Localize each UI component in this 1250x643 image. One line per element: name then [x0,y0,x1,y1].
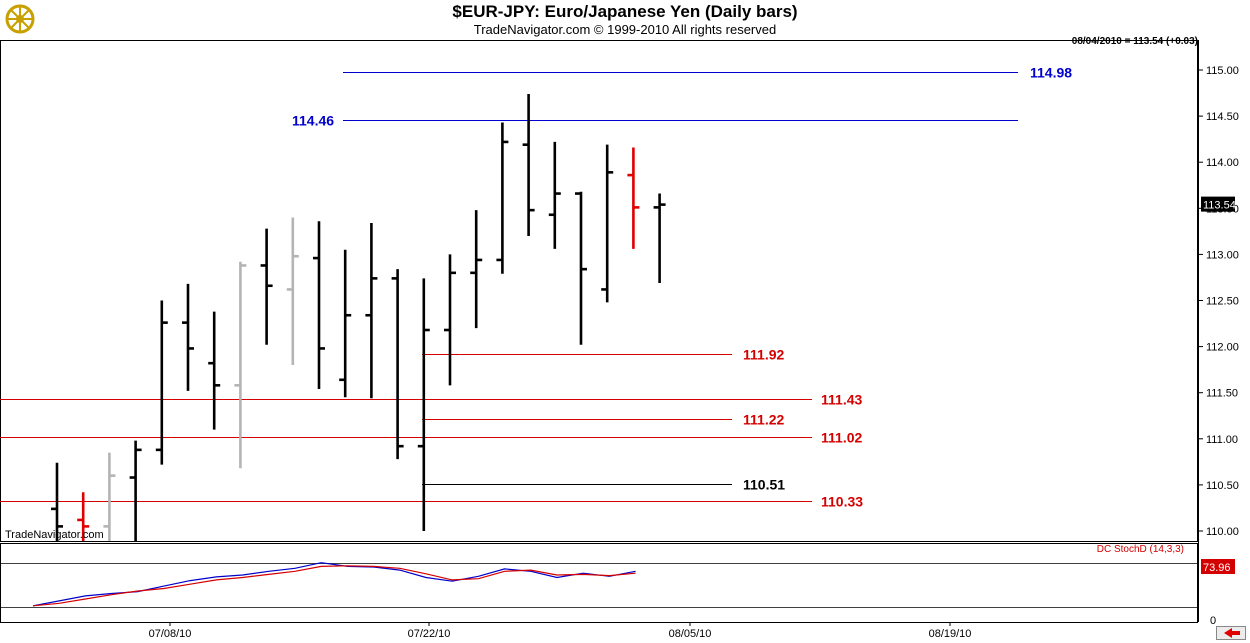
indicator-label: DC StochD (14,3,3) [1096,544,1184,555]
watermark: TradeNavigator.com [5,529,104,541]
price-bar [653,193,666,283]
y-tick-label: 115.00 [1206,65,1239,77]
y-tick-label: 112.00 [1206,342,1239,354]
price-bar [208,311,221,430]
y-tick-label: 114.00 [1206,157,1239,169]
last-price-box [1201,196,1235,212]
price-panel-border [0,40,1198,542]
price-bar [470,210,483,329]
price-bar [260,228,273,345]
y-tick-label: 111.50 [1206,388,1238,400]
last-price-label: 113.54 [1203,200,1236,212]
price-bar [496,122,509,274]
last-quote: 08/04/2010 = 113.54 (+0.03) [1071,36,1198,47]
price-bar [522,93,535,236]
price-bar [575,191,587,345]
indicator-panel-border [0,543,1198,623]
y-tick-label: 110.50 [1206,480,1239,492]
price-bar [601,144,614,303]
stochastic-panel [32,562,636,607]
x-tick-label: 08/19/10 [929,628,972,640]
level-label-111.22: 111.22 [743,412,784,428]
y-tick-label: 111.00 [1206,434,1238,446]
y-tick-label: 113.00 [1206,249,1239,261]
stoch-line-k [32,562,636,607]
plot-frame [0,40,1198,623]
stoch-line-d [32,565,636,607]
x-tick-label: 07/22/10 [408,628,451,640]
y-tick-label: 112.50 [1206,296,1239,308]
price-bar [339,249,352,398]
x-tick-label: 07/08/10 [149,628,192,640]
y-tick-label: 114.50 [1206,111,1239,123]
level-label-111.92: 111.92 [743,347,784,363]
price-bar [103,452,116,541]
price-bar [627,147,640,249]
stoch-last-box [1201,559,1235,574]
chart-title: $EUR-JPY: Euro/Japanese Yen (Daily bars) [452,2,798,21]
tradenavigator-logo-icon [5,4,35,34]
price-bar [286,217,299,366]
price-bar [548,141,561,249]
stoch-last-label: 73.96 [1203,562,1231,574]
price-bar [417,278,430,531]
axis-labels: 110.00 110.50 111.00 111.50 112.00 112.50 113.… [149,40,1239,640]
level-label-111.43: 111.43 [821,392,862,408]
price-bars [51,93,666,541]
price-bar [313,221,325,390]
level-label-111.02: 111.02 [821,430,862,446]
level-label-110.51: 110.51 [743,477,785,493]
price-bar [182,283,194,391]
level-label-110.33: 110.33 [821,494,863,510]
y-tick-label: 110.00 [1206,526,1239,538]
level-lines: 114.98 114.46 111.92 111.43 111.22 111.02 110.… [0,65,1072,510]
price-bar [77,492,90,541]
chart-subtitle: TradeNavigator.com © 1999-2010 All right… [473,22,777,37]
stoch-y-tick-label: 0 [1210,615,1216,627]
price-bar [129,440,142,541]
level-label-114.46: 114.46 [292,113,334,129]
x-tick-label: 08/05/10 [669,628,712,640]
price-bar [444,254,456,386]
scroll-left-arrow-icon[interactable] [1216,626,1246,640]
price-bar [51,462,63,541]
price-bar [234,261,247,469]
price-bar [155,300,168,465]
level-label-114.98: 114.98 [1030,65,1072,81]
price-bar [365,223,378,399]
price-bar [391,269,404,460]
